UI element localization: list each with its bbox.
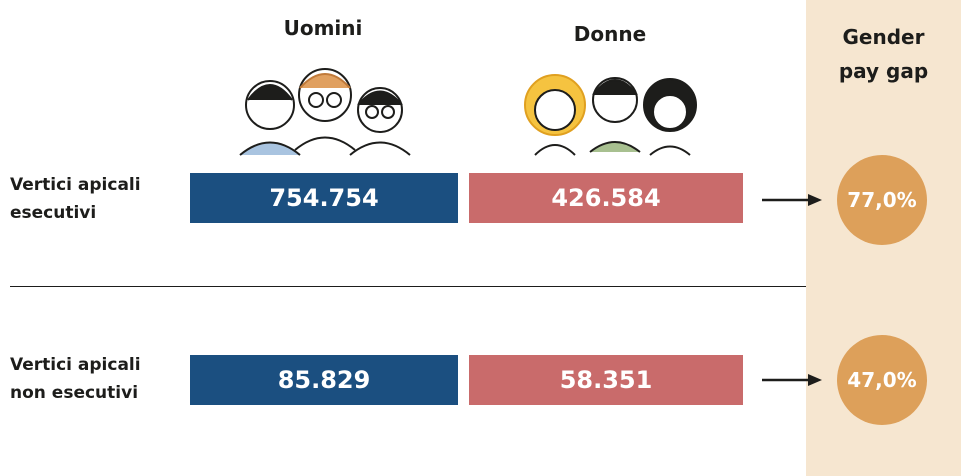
gap-value: 77,0% — [837, 155, 927, 245]
men-illustration — [239, 68, 411, 156]
arrow — [762, 374, 822, 386]
men-value: 754.754 — [190, 173, 458, 223]
header-men: Uomini — [283, 16, 363, 40]
women-illustration — [524, 74, 697, 156]
separator — [10, 286, 806, 287]
header-gap: Gender pay gap — [838, 25, 929, 83]
row-label: Vertici apicali esecutivi — [10, 175, 141, 223]
arrow — [762, 194, 822, 206]
men-value: 85.829 — [190, 355, 458, 405]
row-label: Vertici apicali non esecutivi — [10, 355, 141, 403]
women-value: 426.584 — [469, 173, 743, 223]
women-value: 58.351 — [469, 355, 743, 405]
gap-value: 47,0% — [837, 335, 927, 425]
header-women: Donne — [573, 22, 647, 46]
